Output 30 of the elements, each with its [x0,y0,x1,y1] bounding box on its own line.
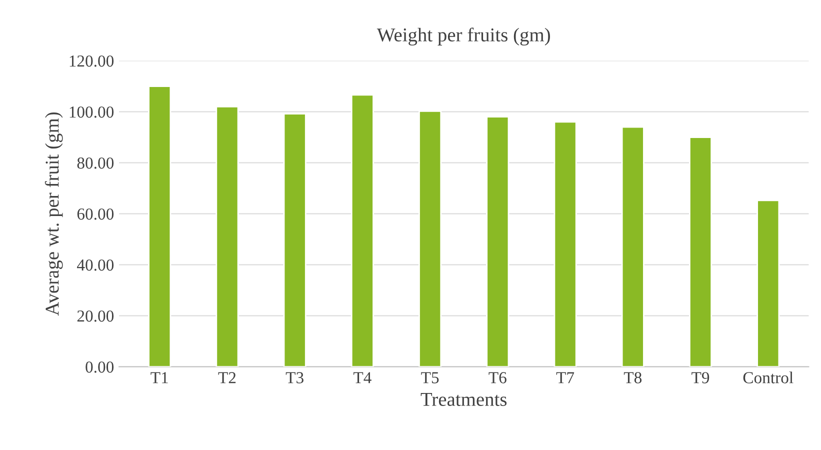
x-tick-label: T5 [421,372,439,384]
bar [756,200,780,367]
x-tick-label: T2 [218,372,236,384]
bar [350,94,374,367]
x-tick-label: T8 [624,372,642,384]
y-tick-label: 80.00 [77,157,114,169]
x-tick-label: T3 [286,372,304,384]
bar [621,126,644,367]
bar [486,116,510,367]
chart-title: Weight per fruits (gm) [376,28,550,46]
y-tick-label: 20.00 [77,310,114,322]
y-tick-label: 0.00 [86,361,114,373]
x-tick-label: T9 [692,372,710,384]
bar [554,121,577,367]
y-tick-label: 60.00 [77,208,114,220]
x-tick-label: Control [743,372,794,384]
bar [148,86,172,367]
x-tick-label: T7 [556,372,574,384]
x-axis-title: Treatments [420,393,507,406]
y-tick-label: 120.00 [70,55,114,67]
bar [216,106,239,367]
x-tick-label: T4 [353,372,372,384]
y-tick-label: 40.00 [77,259,114,271]
x-tick-label: T6 [488,372,506,384]
y-tick-label: 100.00 [70,106,114,118]
bar [418,110,442,367]
bar [283,113,306,367]
x-tick-label: T1 [150,372,168,384]
y-axis-title: Average wt. per fruit (gm) [44,112,63,316]
bar [688,136,712,367]
